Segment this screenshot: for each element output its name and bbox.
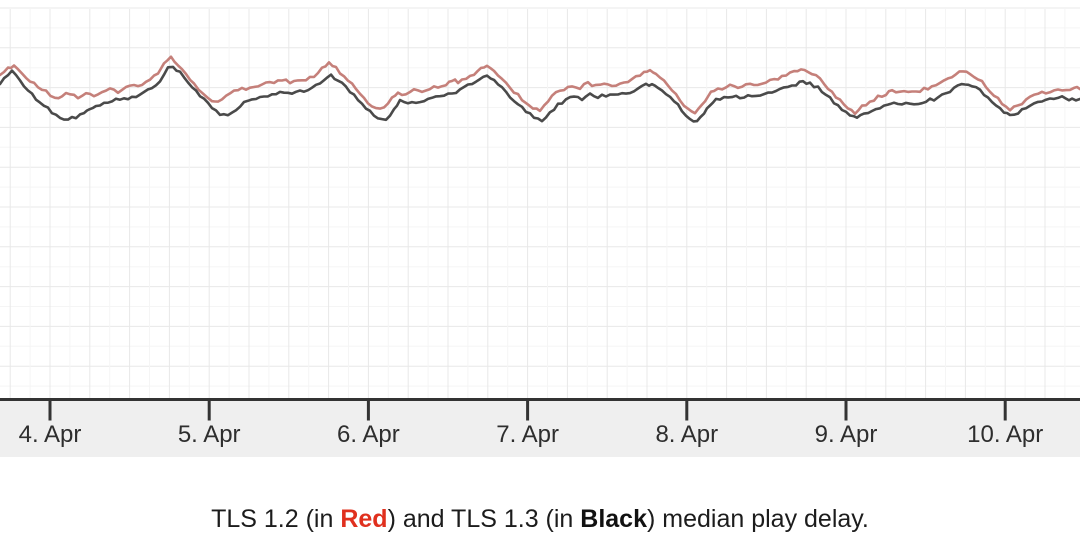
x-tick-label-7-apr: 7. Apr [496, 421, 559, 448]
x-tick-label-5-apr: 5. Apr [177, 421, 241, 448]
x-tick-label-10-apr: 10. Apr [967, 421, 1044, 448]
caption-red-word: Red [340, 505, 388, 533]
caption-text-post: ) median play delay. [647, 505, 869, 533]
x-tick-label-8-apr: 8. Apr [655, 421, 719, 448]
caption-text-mid: ) and TLS 1.3 (in [387, 505, 581, 533]
x-axis-band [0, 401, 1080, 457]
tls13-series-line [0, 65, 1080, 123]
chart-canvas[interactable] [0, 0, 1080, 460]
x-tick-label-9-apr: 9. Apr [814, 421, 878, 448]
caption-black-word: Black [580, 505, 647, 533]
x-tick-label-4-apr: 4. Apr [18, 421, 82, 448]
figure-caption: TLS 1.2 (in Red) and TLS 1.3 (in Black) … [0, 504, 1080, 534]
x-tick-label-6-apr: 6. Apr [337, 421, 400, 448]
tls12-series-line [0, 55, 1080, 116]
caption-text-pre: TLS 1.2 (in [211, 505, 341, 533]
gridlines [0, 7, 1080, 399]
